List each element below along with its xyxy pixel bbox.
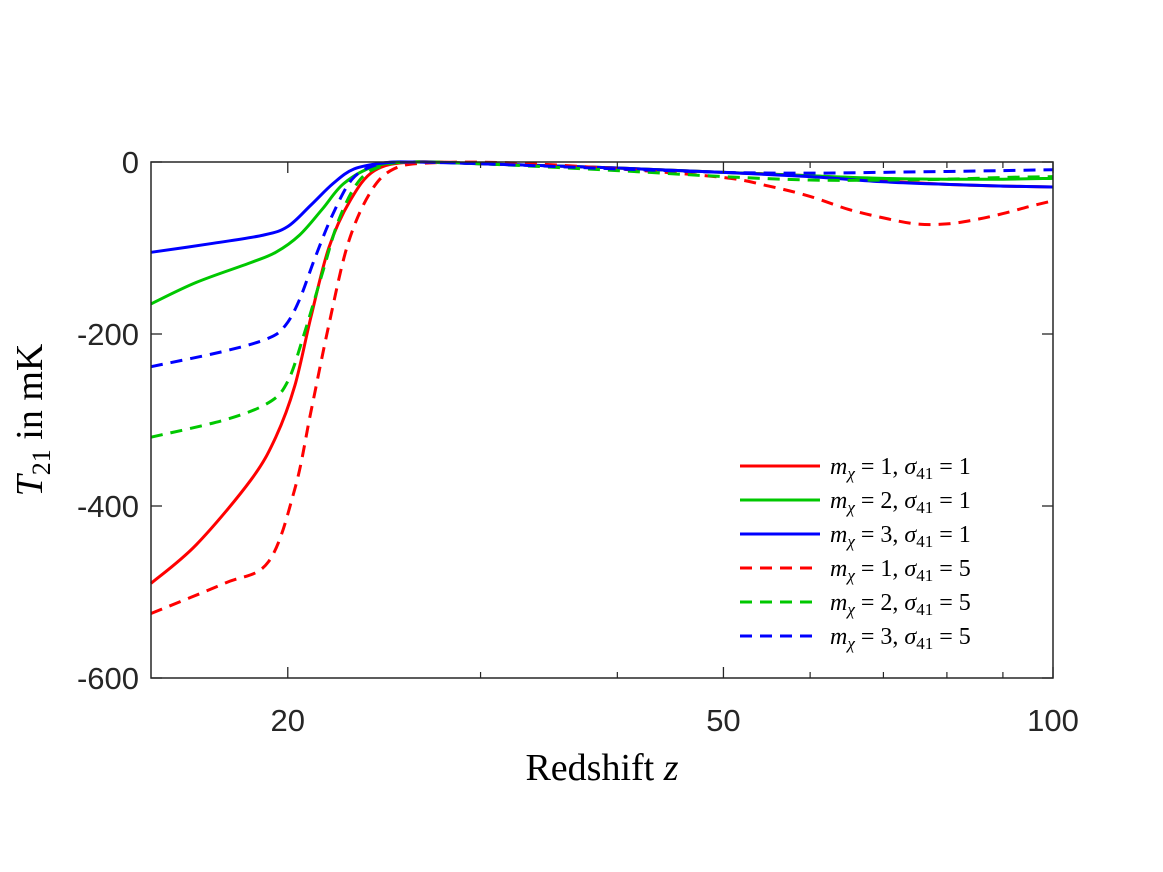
legend-label-6: mχ = 3, σ41 = 5 <box>830 624 971 653</box>
legend: mχ = 1, σ41 = 1 mχ = 2, σ41 = 1 mχ = 3, σ4… <box>740 454 971 653</box>
y-tick-label: -200 <box>77 317 139 352</box>
legend-label-2: mχ = 2, σ41 = 1 <box>830 488 971 517</box>
legend-label-3: mχ = 3, σ41 = 1 <box>830 522 971 551</box>
legend-label-4: mχ = 1, σ41 = 5 <box>830 556 971 585</box>
x-axis-label: Redshift z <box>525 747 678 789</box>
x-tick-label: 50 <box>706 703 740 738</box>
legend-label-5: mχ = 2, σ41 = 5 <box>830 590 971 619</box>
ticks-layer: 20 50 100 0 -200 -400 -600 <box>77 145 1079 738</box>
legend-label-1: mχ = 1, σ41 = 1 <box>830 454 971 483</box>
y-tick-label: 0 <box>122 145 139 180</box>
series-line-6 <box>150 160 1054 369</box>
y-tick-label: -600 <box>77 661 139 696</box>
plot-frame <box>150 161 1054 679</box>
y-tick-label: -400 <box>77 489 139 524</box>
y-axis-label: T21 in mK <box>9 343 56 496</box>
axis-labels: Redshift z T21 in mK <box>9 343 679 789</box>
x-tick-label: 100 <box>1027 703 1079 738</box>
x-tick-label: 20 <box>271 703 305 738</box>
